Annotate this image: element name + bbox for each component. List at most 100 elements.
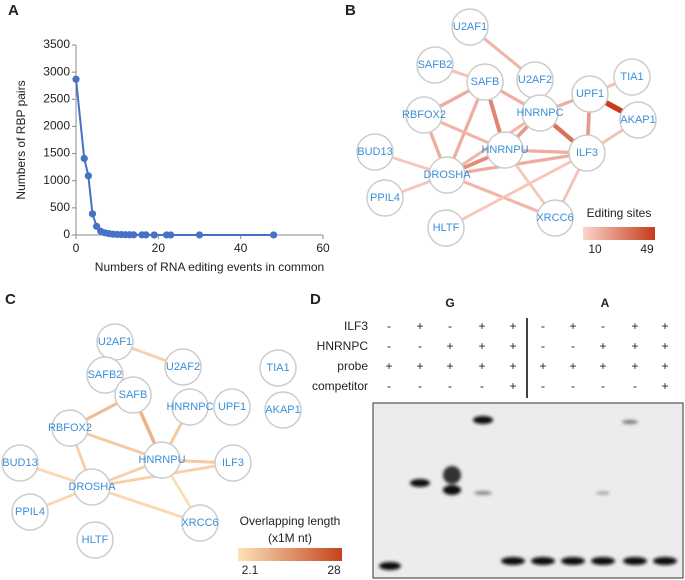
row-mark: - xyxy=(633,379,637,393)
node xyxy=(164,348,202,386)
y-tick-label: 1500 xyxy=(43,146,70,160)
panel-label: D xyxy=(310,291,321,308)
row-mark: - xyxy=(601,319,605,333)
band xyxy=(591,557,615,565)
row-mark: - xyxy=(448,319,452,333)
node-label: U2AF2 xyxy=(166,361,200,373)
node-label: PPIL4 xyxy=(15,506,45,518)
row-mark: + xyxy=(509,339,516,353)
point xyxy=(150,231,158,239)
node-label: TIA1 xyxy=(266,362,289,374)
row-mark: - xyxy=(541,379,545,393)
row-mark: - xyxy=(418,379,422,393)
point xyxy=(195,231,204,239)
node xyxy=(356,133,394,171)
node xyxy=(171,388,209,426)
node-label: SAFB2 xyxy=(88,369,123,381)
row-mark: - xyxy=(601,379,605,393)
legend-max: 49 xyxy=(640,242,654,256)
node-label: HLTF xyxy=(82,534,109,546)
row-mark: - xyxy=(418,339,422,353)
node-label: RBFOX2 xyxy=(402,109,446,121)
row-mark: - xyxy=(387,319,391,333)
legend-title: Overlapping length xyxy=(240,514,341,528)
point xyxy=(72,75,80,83)
y-tick-label: 3000 xyxy=(43,64,70,78)
point xyxy=(142,231,150,239)
band xyxy=(531,557,555,565)
row-mark: - xyxy=(387,379,391,393)
legend-bar xyxy=(238,548,342,561)
node xyxy=(613,58,651,96)
row-mark: + xyxy=(569,359,576,373)
node xyxy=(264,391,302,429)
node-label: SAFB2 xyxy=(418,59,453,71)
y-tick-label: 1000 xyxy=(43,173,70,187)
node xyxy=(73,468,111,506)
node xyxy=(366,179,404,217)
point xyxy=(130,231,138,239)
row-mark: - xyxy=(480,379,484,393)
row-mark: + xyxy=(539,359,546,373)
group-label: A xyxy=(601,296,610,310)
row-label: HNRNPC xyxy=(317,339,369,353)
y-tick-label: 2000 xyxy=(43,119,70,133)
node-label: BUD13 xyxy=(2,457,37,469)
node-label: U2AF2 xyxy=(518,74,552,86)
legend-title: Editing sites xyxy=(587,206,652,220)
row-mark: + xyxy=(446,339,453,353)
node-label: AKAP1 xyxy=(265,404,300,416)
row-mark: + xyxy=(509,359,516,373)
node-label: UPF1 xyxy=(576,88,604,100)
node-label: HNRNPC xyxy=(516,107,563,119)
edge xyxy=(446,173,556,220)
row-mark: + xyxy=(599,359,606,373)
band xyxy=(623,557,647,565)
row-mark: + xyxy=(509,379,516,393)
y-tick-label: 3500 xyxy=(43,37,70,51)
node xyxy=(214,444,252,482)
row-mark: + xyxy=(416,359,423,373)
x-tick-label: 20 xyxy=(152,241,166,255)
node xyxy=(181,504,219,542)
point xyxy=(84,172,92,180)
node-label: TIA1 xyxy=(620,71,643,83)
node xyxy=(405,96,443,134)
node-label: BUD13 xyxy=(357,146,392,158)
node-label: HNRNPU xyxy=(481,144,528,156)
node-label: SAFB xyxy=(471,76,500,88)
node-label: XRCC6 xyxy=(181,517,218,529)
row-mark: - xyxy=(541,339,545,353)
node xyxy=(51,409,89,447)
node xyxy=(536,199,574,237)
band xyxy=(474,491,492,495)
node xyxy=(11,493,49,531)
point xyxy=(92,222,101,230)
x-tick-label: 60 xyxy=(316,241,330,255)
line xyxy=(75,79,274,236)
band xyxy=(501,557,525,565)
band xyxy=(596,491,610,495)
x-axis-label: Numbers of RNA editing events in common xyxy=(95,260,324,274)
edge xyxy=(91,485,201,525)
node xyxy=(451,8,489,46)
band xyxy=(561,557,585,565)
row-mark: + xyxy=(631,359,638,373)
node xyxy=(76,521,114,559)
row-mark: - xyxy=(448,379,452,393)
row-mark: + xyxy=(631,339,638,353)
node xyxy=(114,376,152,414)
panel-label: B xyxy=(345,2,356,19)
row-mark: - xyxy=(571,379,575,393)
node xyxy=(486,131,524,169)
row-mark: + xyxy=(661,319,668,333)
y-tick-label: 0 xyxy=(63,227,70,241)
row-mark: + xyxy=(446,359,453,373)
band xyxy=(473,416,493,424)
band xyxy=(379,562,401,570)
y-tick-label: 500 xyxy=(50,200,70,214)
legend-bar xyxy=(583,227,655,240)
row-mark: + xyxy=(569,319,576,333)
node xyxy=(466,63,504,101)
node xyxy=(571,75,609,113)
